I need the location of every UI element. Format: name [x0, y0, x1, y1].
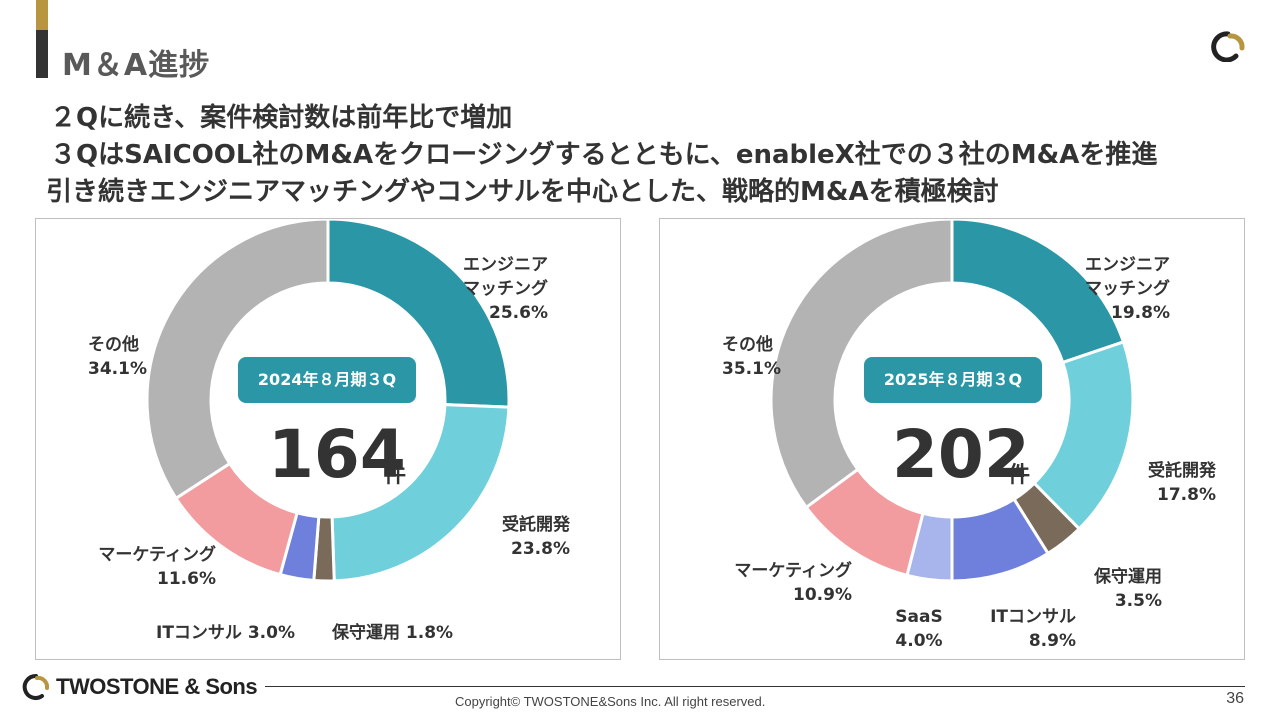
label-pct: 10.9% — [793, 585, 852, 605]
label-text: 受託開発 — [1148, 461, 1216, 481]
total-unit: 件 — [384, 463, 407, 488]
label-pct: 1.8% — [405, 623, 454, 643]
summary-line-2: ３QはSAICOOL社のM&Aをクロージングするとともに、enableX社での３… — [50, 140, 1158, 170]
page-number: 36 — [1226, 690, 1244, 707]
label-maintenance: 保守運用 3.5% — [1070, 565, 1162, 613]
brand-logo-icon — [1211, 31, 1245, 62]
copyright-text: Copyright© TWOSTONE&Sons Inc. All right … — [455, 694, 766, 709]
label-pct: 4.0% — [895, 631, 943, 651]
total-unit: 件 — [1008, 463, 1031, 488]
total-count: 164 — [268, 416, 406, 493]
label-text: 保守運用 — [332, 623, 400, 643]
label-pct: 19.8% — [1111, 303, 1170, 323]
footer-logo: TWOSTONE & Sons — [18, 670, 258, 704]
label-other: その他 35.1% — [722, 333, 781, 381]
label-marketing: マーケティング 10.9% — [700, 559, 852, 607]
summary-line-3: 引き続きエンジニアマッチングやコンサルを中心とした、戦略的M&Aを積極検討 — [46, 177, 999, 207]
label-pct: 11.6% — [157, 569, 216, 589]
label-pct: 35.1% — [722, 359, 781, 379]
label-text: 保守運用 — [1094, 567, 1162, 587]
label-pct: 3.0% — [247, 623, 295, 643]
period-badge: 2025年８月期３Q — [864, 357, 1042, 403]
label-contract-dev: 受託開発 23.8% — [466, 513, 570, 561]
summary-line-1: ２Qに続き、案件検討数は前年比で増加 — [50, 103, 513, 133]
label-text: マーケティング — [98, 545, 216, 565]
donut-slice-engineer-matching — [326, 219, 511, 409]
summary-text: ２Qに続き、案件検討数は前年比で増加 ３QはSAICOOL社のM&Aをクロージン… — [46, 100, 1250, 211]
label-it-consulting: ITコンサル 3.0% — [156, 621, 295, 645]
donut-slice-other — [769, 219, 954, 510]
label-text: 受託開発 — [502, 515, 570, 535]
title-accent-bar — [36, 0, 48, 30]
label-pct: 17.8% — [1157, 485, 1216, 505]
label-text: エンジニア マッチング — [1085, 255, 1170, 299]
label-text: エンジニア マッチング — [463, 255, 548, 299]
label-pct: 3.5% — [1114, 591, 1162, 611]
title-bar — [36, 30, 48, 78]
donut-chart-svg — [769, 219, 1135, 583]
label-engineer-matching: エンジニア マッチング 19.8% — [1058, 253, 1170, 325]
page-title: M＆A進捗 — [62, 48, 211, 83]
label-other: その他 34.1% — [88, 333, 147, 381]
label-engineer-matching: エンジニア マッチング 25.6% — [436, 253, 548, 325]
footer-divider — [265, 686, 1245, 687]
donut-slice-other — [145, 219, 330, 501]
label-pct: 23.8% — [511, 539, 570, 559]
donut-chart-svg — [145, 219, 511, 583]
donut-slice-contract-dev — [330, 403, 511, 583]
label-text: ITコンサル — [990, 607, 1076, 627]
label-pct: 8.9% — [1028, 631, 1076, 651]
label-saas: SaaS 4.0% — [884, 605, 954, 653]
label-maintenance: 保守運用 1.8% — [332, 621, 453, 645]
label-text: その他 — [88, 335, 139, 355]
label-pct: 34.1% — [88, 359, 147, 379]
total-count: 202 — [892, 416, 1030, 493]
label-text: その他 — [722, 335, 773, 355]
footer-logo-text: TWOSTONE & Sons — [56, 674, 258, 699]
footer-logo-icon — [22, 673, 50, 700]
label-contract-dev: 受託開発 17.8% — [1120, 459, 1216, 507]
label-text: マーケティング — [734, 561, 852, 581]
label-text: ITコンサル — [156, 623, 242, 643]
donut-chart-2024: 2024年８月期３Q 164 件 エンジニア マッチング 25.6% 受託開発 … — [35, 218, 621, 660]
period-badge: 2024年８月期３Q — [238, 357, 416, 403]
label-pct: 25.6% — [489, 303, 548, 323]
donut-chart-2025: 2025年８月期３Q 202 件 エンジニア マッチング 19.8% 受託開発 … — [659, 218, 1245, 660]
label-text: SaaS — [895, 607, 943, 627]
label-marketing: マーケティング 11.6% — [64, 543, 216, 591]
label-it-consulting: ITコンサル 8.9% — [966, 605, 1076, 653]
